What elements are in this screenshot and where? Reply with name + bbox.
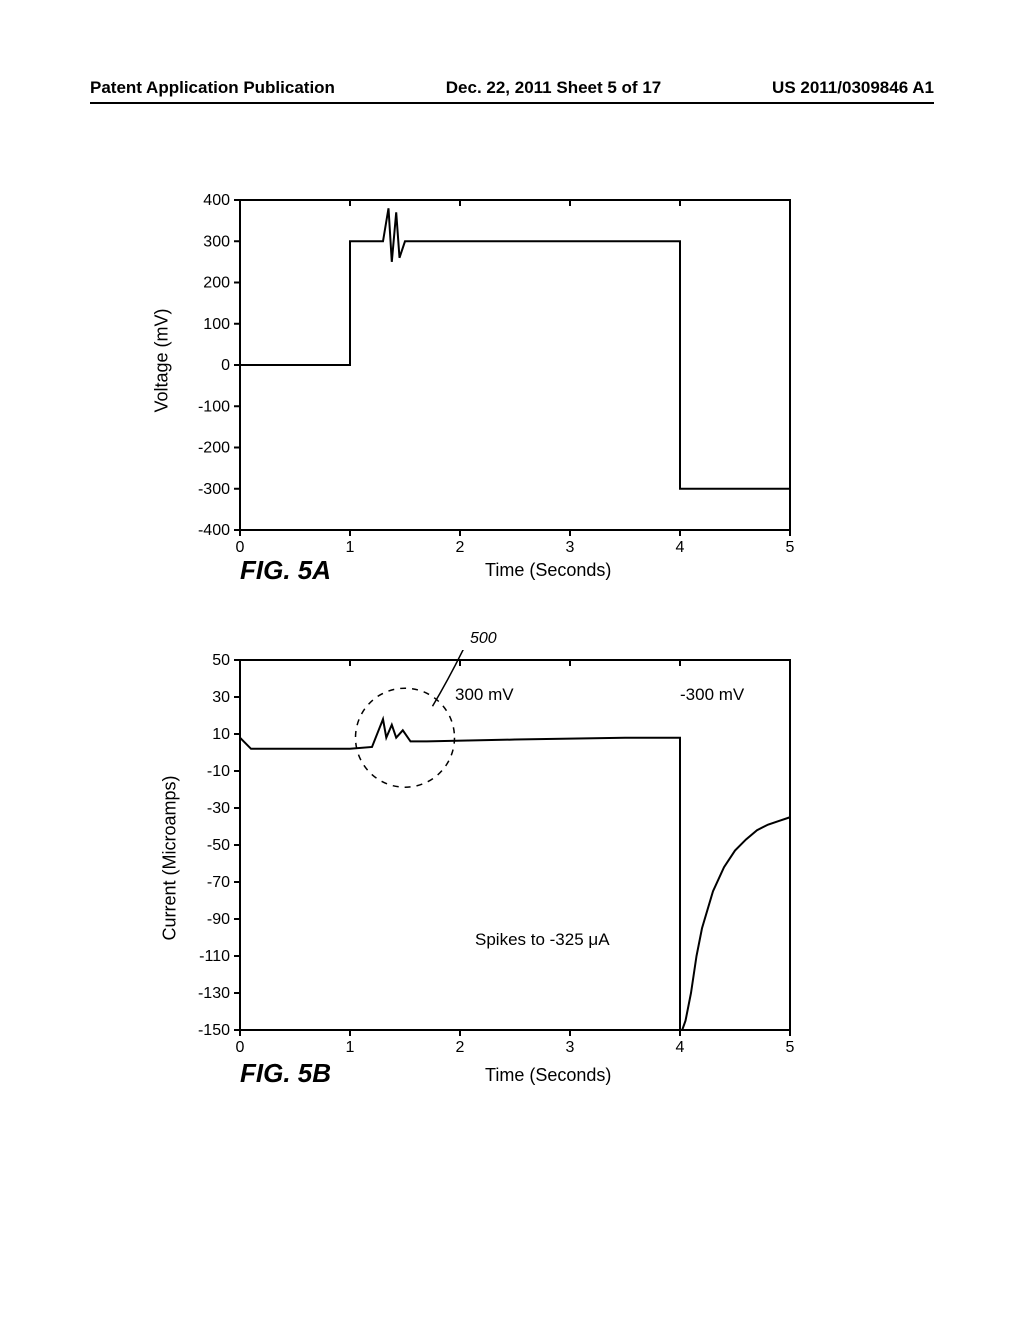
svg-text:3: 3 — [566, 1039, 575, 1056]
svg-text:4: 4 — [676, 539, 685, 556]
svg-text:1: 1 — [346, 539, 355, 556]
chart-a-ylabel: Voltage (mV) — [152, 308, 173, 412]
chart-5b-svg: -150 -130 -110 -90 -70 -50 -30 -10 10 30 50 0 1 2 3 4 5 — [150, 650, 850, 1110]
svg-text:200: 200 — [203, 275, 230, 292]
svg-text:400: 400 — [203, 192, 230, 209]
svg-text:1: 1 — [346, 1039, 355, 1056]
svg-text:50: 50 — [212, 652, 230, 669]
svg-text:2: 2 — [456, 1039, 465, 1056]
svg-text:0: 0 — [221, 357, 230, 374]
svg-text:-150: -150 — [198, 1022, 230, 1039]
svg-text:2: 2 — [456, 539, 465, 556]
header-right: US 2011/0309846 A1 — [772, 78, 934, 98]
chart-a-xlabel: Time (Seconds) — [485, 560, 611, 581]
svg-text:100: 100 — [203, 316, 230, 333]
header-left: Patent Application Publication — [90, 78, 335, 98]
svg-text:-100: -100 — [198, 398, 230, 415]
page-header: Patent Application Publication Dec. 22, … — [0, 78, 1024, 98]
svg-text:-70: -70 — [207, 874, 230, 891]
svg-text:30: 30 — [212, 689, 230, 706]
header-center: Dec. 22, 2011 Sheet 5 of 17 — [446, 78, 661, 98]
svg-text:0: 0 — [236, 1039, 245, 1056]
svg-text:5: 5 — [786, 1039, 795, 1056]
svg-text:-110: -110 — [199, 948, 230, 965]
chart-5b-container: -150-130-110-90-70-50-30-10103050012345 … — [150, 650, 850, 1115]
header-divider — [90, 102, 934, 104]
chart-5a-svg: -400 -300 -200 -100 0 100 200 300 400 0 1 2 3 4 5 — [150, 190, 850, 610]
svg-text:3: 3 — [566, 539, 575, 556]
svg-text:0: 0 — [236, 539, 245, 556]
svg-text:-90: -90 — [207, 911, 230, 928]
svg-text:-50: -50 — [207, 837, 230, 854]
svg-text:4: 4 — [676, 1039, 685, 1056]
svg-text:5: 5 — [786, 539, 795, 556]
callout-500: 500 — [470, 630, 497, 648]
annotation-300mv: 300 mV — [455, 685, 514, 705]
fig-5a-label: FIG. 5A — [240, 555, 331, 586]
annotation-neg300mv: -300 mV — [680, 685, 744, 705]
svg-text:-130: -130 — [198, 985, 230, 1002]
svg-text:-200: -200 — [198, 440, 230, 457]
annotation-spike: Spikes to -325 μA — [475, 930, 610, 950]
chart-b-ylabel: Current (Microamps) — [160, 761, 181, 941]
svg-text:-10: -10 — [207, 763, 230, 780]
svg-text:300: 300 — [203, 233, 230, 250]
svg-text:-400: -400 — [198, 522, 230, 539]
svg-text:10: 10 — [212, 726, 230, 743]
chart-5a-container: -400 -300 -200 -100 0 100 200 300 400 0 1 2 3 4 5 Volt… — [150, 190, 850, 615]
chart-b-xlabel: Time (Seconds) — [485, 1065, 611, 1086]
svg-text:-300: -300 — [198, 481, 230, 498]
fig-5b-label: FIG. 5B — [240, 1058, 331, 1089]
svg-text:-30: -30 — [207, 800, 230, 817]
